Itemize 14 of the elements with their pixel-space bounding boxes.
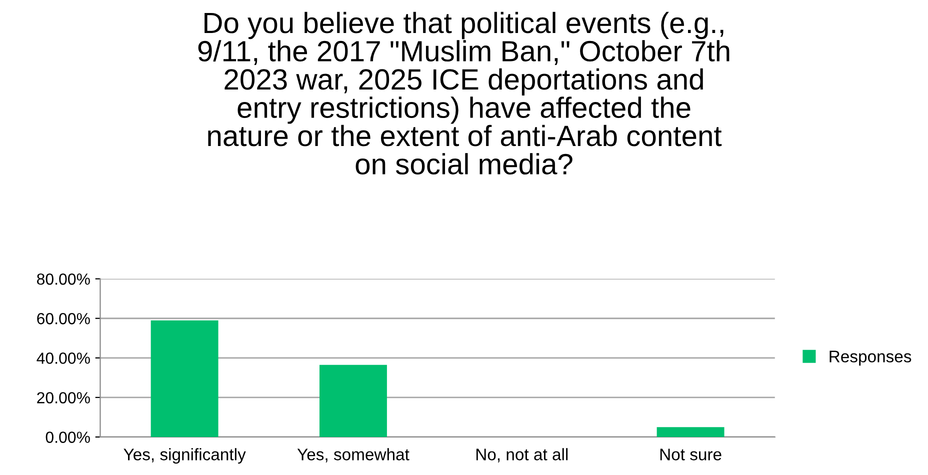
legend-label: Responses	[830, 350, 912, 366]
y-tick-label: 80.00%	[37, 273, 90, 285]
bar	[319, 364, 387, 437]
y-tick-label: 40.00%	[36, 352, 90, 364]
x-tick-label: Not sure	[660, 448, 722, 460]
bar	[656, 427, 724, 437]
y-tick-label: 0.00%	[46, 432, 90, 443]
y-tick-label: 60.00%	[37, 313, 90, 324]
x-tick-label: No, not at all	[476, 448, 568, 462]
bar	[150, 320, 218, 437]
chart-title: Do you believe that political events (e.g., 9/11, the 2017 "Muslim Ban," October 7th 2023 war, 2025 ICE deportations and entry restrictions) have affected the nature or the extent of anti-Arab content on social media?	[198, 12, 730, 175]
x-tick-label: Yes, significantly	[124, 448, 246, 464]
x-tick-label: Yes, somewhat	[297, 448, 410, 462]
y-tick-label: 20.00%	[37, 392, 90, 404]
